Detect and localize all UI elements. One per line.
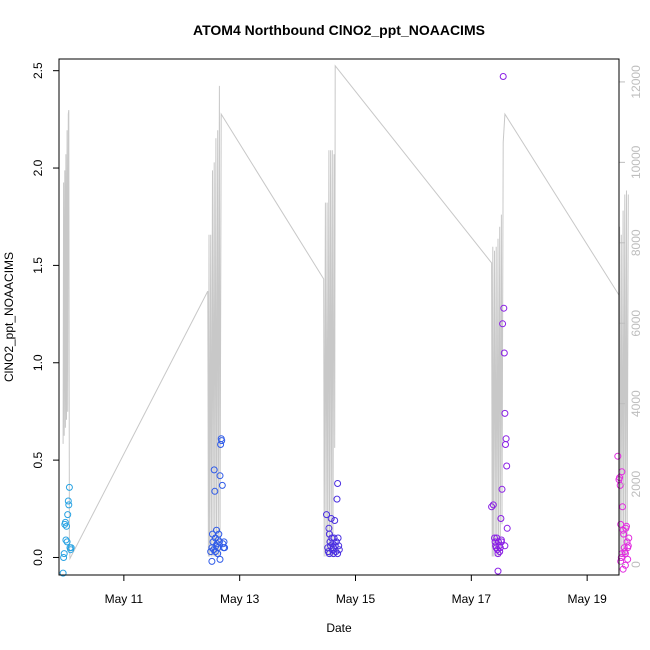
data-point-s5-10: [620, 530, 628, 538]
y-axis-label: ClNO2_ppt_NOAACIMS: [2, 252, 16, 382]
data-point-s2-7: [211, 487, 219, 495]
x-tick-label: May 19: [567, 592, 607, 606]
data-point-s4-1: [488, 503, 496, 511]
data-point-s4-18: [499, 73, 507, 80]
data-point-s5-19: [625, 534, 633, 542]
data-point-s3-19: [334, 480, 342, 487]
data-point-s3-24: [330, 550, 337, 558]
data-point-s2-15: [215, 538, 223, 546]
data-point-s3-21: [335, 542, 343, 550]
chart-title: ATOM4 Northbound ClNO2_ppt_NOAACIMS: [193, 22, 485, 38]
data-point-s5-15: [623, 522, 630, 530]
data-point-s2-6: [210, 466, 218, 474]
data-point-s3-8: [327, 515, 335, 522]
axes-layer: 0.0 0.5 1.0 1.5 2.0 2.5 0 2000 4000 6000 8000 10000…: [31, 62, 643, 606]
data-point-s5-4: [616, 481, 624, 489]
x-axis-label: Date: [326, 621, 352, 635]
y-tick-label: 0.5: [31, 451, 45, 468]
y-tick-label: 0.0: [31, 549, 45, 566]
data-point-s1-3: [60, 550, 68, 558]
data-point-s1-8: [63, 538, 71, 546]
data-point-s4-21: [501, 409, 509, 417]
data-point-s1-2: [60, 554, 68, 561]
data-point-s2-10: [213, 526, 220, 534]
data-point-s3-23: [325, 550, 333, 558]
data-point-s4-17: [499, 320, 507, 328]
data-point-s1-6: [62, 536, 70, 544]
data-point-s5-6: [617, 554, 625, 561]
data-point-s3-13: [330, 534, 338, 542]
data-point-s4-12: [496, 548, 504, 556]
data-point-s3-14: [331, 517, 339, 524]
data-point-s2-27: [211, 548, 219, 556]
data-point-s2-16: [216, 472, 224, 480]
data-point-s4-14: [497, 515, 505, 522]
y2-tick-label: 2000: [629, 470, 643, 497]
altitude-line-layer: [62, 64, 629, 561]
y2-tick-label: 0: [629, 561, 643, 568]
data-points-layer: [59, 73, 633, 577]
data-point-s5-13: [621, 550, 629, 558]
data-point-s4-24: [503, 462, 511, 470]
data-point-s1-9: [64, 511, 72, 519]
x-tick-label: May 11: [105, 592, 144, 606]
y2-tick-label: 4000: [629, 390, 643, 417]
x-tick-label: May 17: [452, 592, 492, 606]
data-point-s4-15: [497, 538, 505, 546]
data-point-s1-1: [59, 569, 67, 577]
data-point-s4-16: [498, 485, 506, 493]
data-point-s3-16: [332, 548, 340, 556]
data-point-s2-26: [216, 555, 224, 563]
y2-tick-label: 6000: [629, 310, 643, 337]
data-point-s3-1: [323, 511, 330, 519]
data-point-s3-25: [334, 550, 342, 558]
data-point-s4-28: [501, 542, 509, 550]
data-point-s2-20: [218, 481, 226, 489]
data-point-s1-10: [64, 497, 72, 505]
data-point-s4-9: [494, 550, 502, 558]
y-tick-label: 2.5: [31, 62, 45, 79]
data-point-s3-18: [333, 495, 341, 503]
data-point-s2-25: [208, 557, 216, 565]
y2-tick-label: 12000: [629, 65, 643, 99]
y-tick-label: 1.5: [31, 257, 45, 274]
plot-frame: [58, 58, 620, 576]
data-point-s5-3: [616, 474, 624, 482]
y2-tick-label: 10000: [629, 145, 643, 179]
data-point-s4-20: [500, 349, 508, 357]
data-point-s4-26: [494, 567, 502, 575]
y-tick-label: 2.0: [31, 159, 45, 176]
data-point-s2-5: [210, 546, 218, 554]
data-point-s5-24: [624, 555, 632, 563]
data-point-s5-18: [624, 542, 632, 550]
data-point-s5-1: [614, 452, 622, 460]
x-tick-label: May 15: [336, 592, 376, 606]
data-point-s2-19: [218, 437, 226, 445]
data-point-s4-27: [497, 536, 505, 544]
data-point-s5-21: [619, 565, 627, 573]
altitude-line: [62, 64, 629, 561]
y2-tick-label: 8000: [629, 229, 643, 256]
data-point-s5-22: [621, 561, 629, 569]
data-point-s2-28: [214, 550, 222, 558]
x-tick-label: May 13: [220, 592, 260, 606]
data-point-s4-19: [500, 304, 508, 312]
data-point-s3-17: [332, 538, 340, 546]
data-point-s2-14: [215, 530, 223, 538]
y-tick-label: 1.0: [31, 354, 45, 371]
data-point-s3-20: [334, 534, 342, 542]
data-point-s1-5: [61, 518, 69, 526]
data-point-s1-15: [67, 544, 75, 552]
data-point-s4-7: [493, 534, 501, 542]
data-point-s4-3: [491, 534, 498, 542]
data-point-s1-12: [65, 483, 73, 491]
data-point-s4-23: [502, 435, 510, 443]
data-point-s1-7: [63, 522, 70, 530]
data-point-s4-2: [489, 501, 497, 509]
data-point-s3-22: [335, 546, 343, 554]
data-point-s4-25: [503, 524, 511, 532]
data-point-s1-11: [65, 501, 73, 509]
data-point-s2-24: [221, 544, 229, 552]
